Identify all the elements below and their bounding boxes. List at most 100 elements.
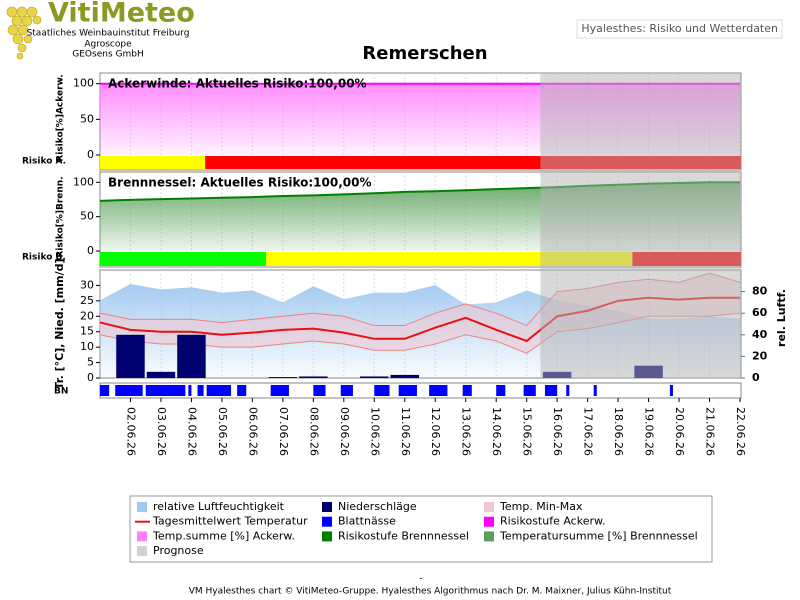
leaf-wetness-block	[429, 385, 448, 396]
risk-strip-segment	[100, 156, 206, 169]
y2-tick-label: 20	[752, 349, 768, 362]
y-axis-label: Risiko[%]Ackerw.	[56, 74, 66, 161]
prognose-region	[540, 73, 741, 378]
leaf-wetness-block	[398, 385, 417, 396]
leaf-wetness-block	[145, 385, 186, 396]
x-tick-label: 07.06.26	[277, 407, 290, 456]
precipitation-bar	[177, 334, 206, 378]
footer-dash: -	[419, 574, 422, 584]
y-axis-label: Risiko[%]Brenn.	[56, 176, 66, 257]
y-tick-label: 25	[80, 294, 94, 307]
strip-label: Risiko A.	[22, 157, 66, 167]
legend-swatch	[137, 546, 147, 557]
institute: Staatliches Weinbauinstitut Freiburg	[27, 29, 190, 39]
y-tick-label: 10	[80, 340, 94, 353]
leaf-wetness-block	[206, 385, 232, 396]
legend-label: Prognose	[153, 544, 204, 557]
x-tick-label: 03.06.26	[155, 407, 168, 456]
leaf-wetness-block	[593, 385, 597, 396]
leaf-wetness-block	[374, 385, 390, 396]
leaf-wetness-block	[566, 385, 570, 396]
leaf-wetness-block	[496, 385, 506, 396]
legend-label: Temperatursumme [%] Brennnessel	[499, 529, 698, 542]
leaf-wetness-block	[188, 385, 192, 396]
y-tick-label: 20	[80, 309, 94, 322]
y-tick-label: 100	[73, 77, 94, 90]
y2-tick-label: 40	[752, 328, 768, 341]
x-tick-label: 18.06.26	[612, 407, 625, 456]
y-tick-label: 0	[87, 148, 94, 161]
y-tick-label: 30	[80, 278, 94, 291]
legend-label: Niederschläge	[338, 500, 417, 513]
x-tick-label: 09.06.26	[338, 407, 351, 456]
strip-label: BN	[54, 387, 68, 397]
leaf-wetness-block	[197, 385, 204, 396]
badge-box	[576, 19, 783, 39]
legend-label: Blattnässe	[338, 515, 396, 528]
x-tick-label: 16.06.26	[551, 407, 564, 456]
risk-strip-segment	[100, 252, 267, 266]
legend-box	[129, 495, 713, 563]
x-tick-label: 05.06.26	[216, 407, 229, 456]
legend-swatch	[484, 502, 494, 512]
precipitation-bar	[360, 376, 389, 378]
panel-annotation: Brennnessel: Aktuelles Risiko:100,00%	[108, 176, 372, 190]
y-tick-label: 100	[73, 175, 94, 188]
y-axis-label: Tr. [°C], Nied. [mm/d]	[53, 259, 66, 390]
precipitation-bar	[116, 334, 145, 378]
x-tick-label: 13.06.26	[460, 407, 473, 456]
leaf-wetness-block	[669, 385, 673, 396]
chart-title: Remerschen	[362, 43, 487, 64]
y-tick-label: 0	[87, 244, 94, 257]
x-tick-label: 06.06.26	[246, 407, 259, 456]
x-tick-label: 08.06.26	[307, 407, 320, 456]
leaf-wetness-block	[462, 385, 472, 396]
x-tick-label: 04.06.26	[185, 407, 198, 456]
legend-swatch	[137, 502, 147, 512]
x-tick-label: 21.06.26	[704, 407, 717, 456]
x-tick-label: 11.06.26	[399, 407, 412, 456]
y-tick-label: 15	[80, 325, 94, 338]
panel-annotation: Ackerwinde: Aktuelles Risiko:100,00%	[108, 77, 367, 91]
x-tick-label: 12.06.26	[429, 407, 442, 456]
leaf-wetness-block	[544, 385, 558, 396]
legend-label: Risikostufe Ackerw.	[500, 515, 605, 528]
leaf-wetness-block	[100, 385, 110, 396]
legend-swatch	[137, 531, 147, 542]
x-tick-label: 19.06.26	[643, 407, 656, 456]
logo-text: VitiMeteo	[48, 0, 195, 29]
y2-tick-label: 80	[752, 285, 768, 298]
precipitation-bar	[146, 371, 176, 378]
legend-swatch	[484, 531, 494, 542]
badge: Hyalesthes: Risiko und Wetterdaten	[581, 22, 778, 35]
partner: Agroscope	[84, 40, 132, 50]
legend-swatch	[322, 531, 332, 542]
x-tick-label: 10.06.26	[368, 407, 381, 456]
legend-swatch	[322, 502, 332, 512]
y2-tick-label: 60	[752, 306, 768, 319]
logo-grapes	[6, 6, 42, 60]
y-tick-label: 50	[80, 112, 94, 125]
y2-axis-label: rel. Luftf.	[775, 289, 788, 347]
y-tick-label: 50	[80, 210, 94, 223]
leaf-wetness-block	[237, 385, 247, 396]
legend-label: Tagesmittelwert Temperatur	[152, 515, 308, 528]
partner: GEOsens GmbH	[72, 50, 143, 60]
x-tick-label: 02.06.26	[124, 407, 137, 456]
leaf-wetness-strip	[99, 382, 742, 399]
x-tick-label: 17.06.26	[582, 407, 595, 456]
y-tick-label: 0	[87, 371, 94, 384]
legend-swatch	[322, 516, 332, 527]
precipitation-bar	[299, 376, 328, 378]
y2-tick-label: 0	[752, 371, 760, 384]
leaf-wetness-block	[313, 385, 326, 396]
legend-label: relative Luftfeuchtigkeit	[153, 500, 285, 513]
x-tick-label: 15.06.26	[521, 407, 534, 456]
leaf-wetness-block	[115, 385, 143, 396]
leaf-wetness-block	[340, 385, 353, 396]
leaf-wetness-block	[270, 385, 289, 396]
legend-label: Temp. Min-Max	[499, 500, 583, 513]
leaf-wetness-block	[523, 385, 536, 396]
legend-label: Temp.summe [%] Ackerw.	[152, 529, 295, 542]
